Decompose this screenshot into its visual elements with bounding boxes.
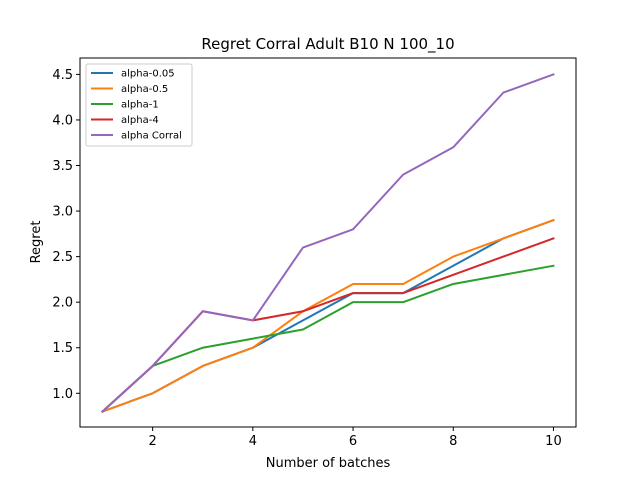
x-axis: 2 4 6 8 10 bbox=[149, 427, 562, 449]
plot-frame bbox=[79, 57, 577, 428]
x-tick-label: 6 bbox=[349, 434, 357, 449]
y-tick-label: 3.0 bbox=[52, 205, 73, 220]
x-axis-label: Number of batches bbox=[266, 456, 391, 471]
legend: alpha-0.05 alpha-0.5 alpha-1 alpha-4 alpha C… bbox=[85, 63, 193, 147]
y-tick-label: 1.0 bbox=[52, 387, 73, 402]
legend-label: alpha-1 bbox=[121, 100, 159, 111]
y-tick-label: 4.0 bbox=[52, 113, 73, 128]
x-tick-label: 8 bbox=[449, 434, 457, 449]
legend-label: alpha Corral bbox=[121, 131, 182, 142]
y-tick-label: 1.5 bbox=[52, 341, 73, 356]
y-axis-label: Regret bbox=[29, 221, 44, 264]
series-line-alpha-0-5 bbox=[101, 218, 555, 413]
legend-label: alpha-0.05 bbox=[121, 69, 175, 80]
x-tick-label: 2 bbox=[149, 434, 157, 449]
y-tick-label: 2.0 bbox=[52, 296, 73, 311]
chart-title: Regret Corral Adult B10 N 100_10 bbox=[201, 35, 454, 54]
y-tick-label: 4.5 bbox=[52, 68, 73, 83]
series-line-alpha-1 bbox=[101, 264, 555, 413]
x-tick-label: 10 bbox=[545, 434, 562, 449]
legend-label: alpha-4 bbox=[121, 115, 159, 126]
y-axis: 1.0 1.5 2.0 2.5 3.0 3.5 4.0 4.5 bbox=[52, 68, 80, 402]
x-tick-label: 4 bbox=[249, 434, 257, 449]
plot-area bbox=[101, 73, 555, 413]
y-tick-label: 2.5 bbox=[52, 250, 73, 265]
y-tick-label: 3.5 bbox=[52, 159, 73, 174]
legend-label: alpha-0.5 bbox=[121, 84, 168, 95]
legend-box bbox=[85, 63, 193, 147]
series-line-alpha-corral bbox=[101, 73, 555, 413]
series-line-alpha-4 bbox=[101, 237, 555, 413]
